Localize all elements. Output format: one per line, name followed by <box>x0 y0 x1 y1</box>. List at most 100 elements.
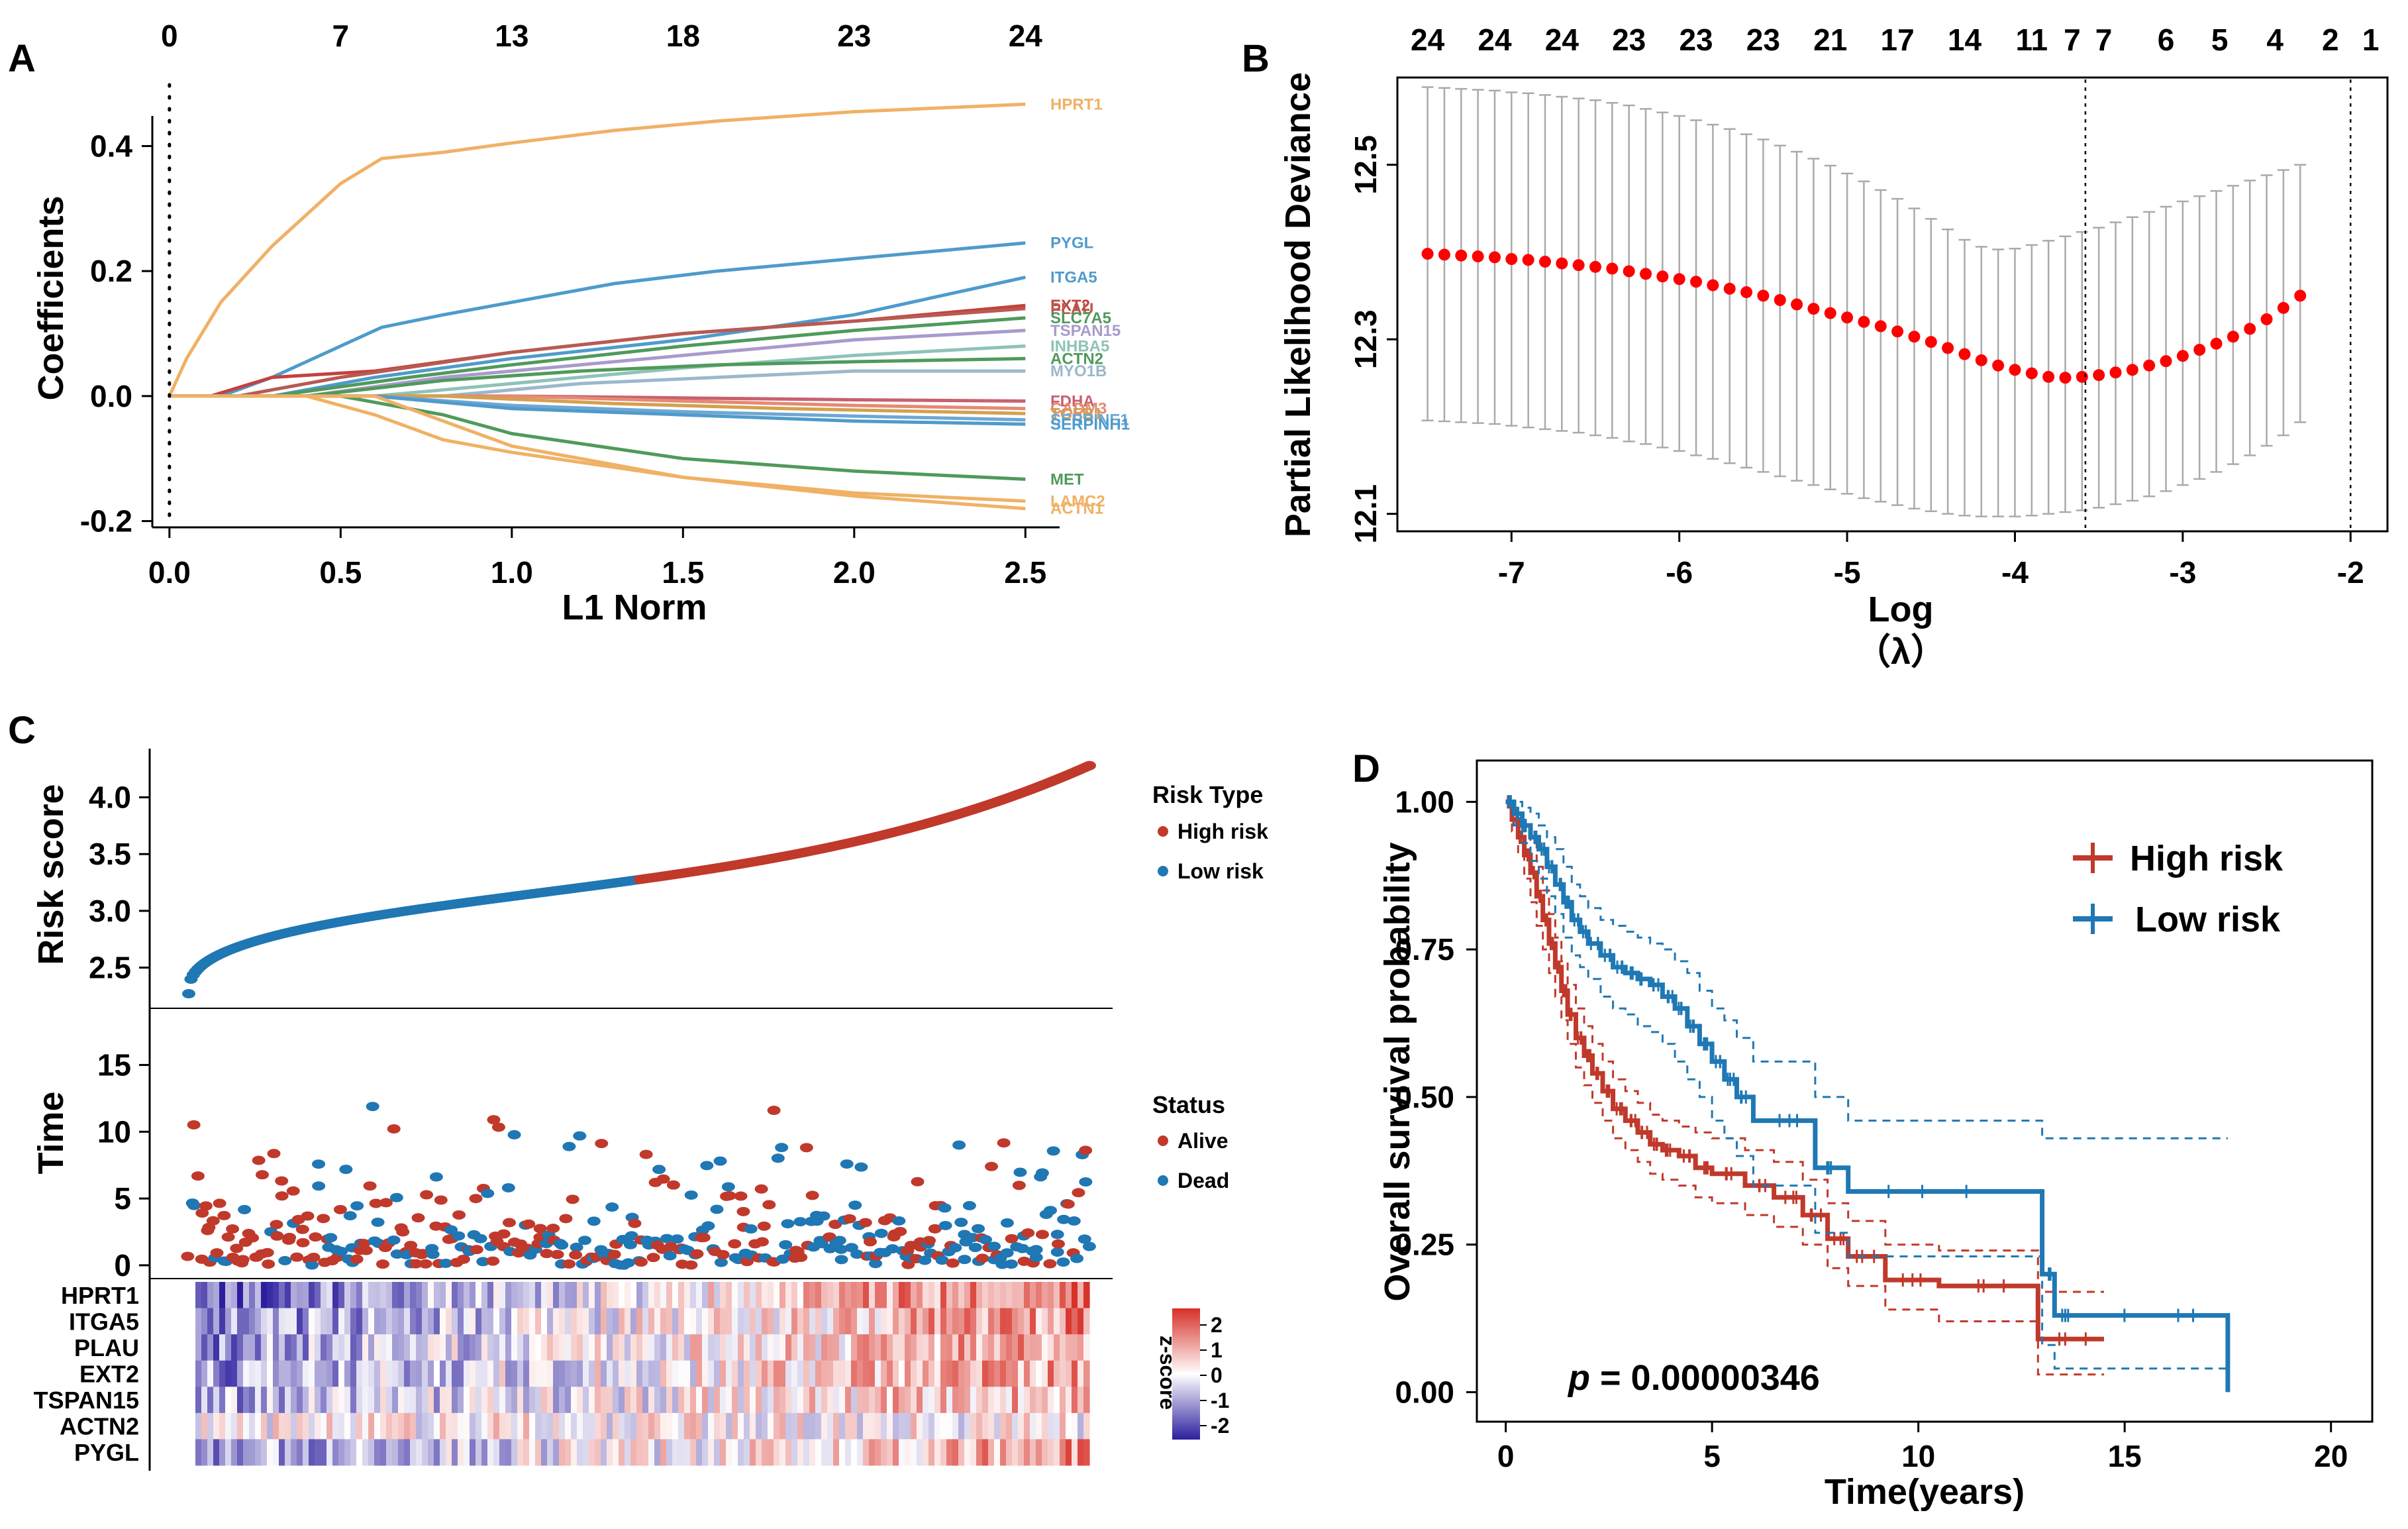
heatmap-cell <box>952 1334 959 1361</box>
heatmap-cell <box>458 1387 464 1414</box>
survival-time-point <box>387 1124 401 1134</box>
heatmap-cell <box>684 1439 691 1466</box>
heatmap-cell <box>422 1439 428 1466</box>
heatmap-cell <box>207 1282 214 1308</box>
heatmap-cell <box>738 1439 744 1466</box>
heatmap-cell <box>350 1360 357 1387</box>
heatmap-cell <box>601 1334 607 1361</box>
survival-time-point <box>1013 1167 1027 1177</box>
survival-time-point <box>411 1213 425 1223</box>
heatmap-cell <box>1072 1282 1078 1308</box>
heatmap-cell <box>249 1334 256 1361</box>
heatmap-cell <box>899 1308 905 1335</box>
heatmap-cell <box>1083 1334 1090 1361</box>
heatmap-cell <box>476 1308 482 1335</box>
heatmap-cell <box>267 1282 274 1308</box>
heatmap-cell <box>833 1360 840 1387</box>
heatmap-cell <box>672 1412 679 1440</box>
heatmap-cell <box>1060 1308 1066 1335</box>
heatmap-cell <box>946 1439 953 1466</box>
heatmap-cell <box>553 1387 560 1414</box>
heatmap-cell <box>267 1360 274 1387</box>
heatmap-cell <box>738 1334 744 1361</box>
heatmap-cell <box>625 1334 631 1361</box>
heatmap-cell <box>1018 1439 1025 1466</box>
heatmap-cell <box>428 1387 434 1414</box>
panel-a-top-tick-label: 0 <box>161 19 178 53</box>
heatmap-cell <box>243 1308 250 1335</box>
heatmap-cell <box>344 1308 351 1335</box>
heatmap-cell <box>630 1387 637 1414</box>
survival-time-point <box>781 1219 795 1229</box>
survival-time-point <box>366 1102 379 1112</box>
heatmap-cell <box>976 1439 983 1466</box>
heatmap-cell <box>982 1282 989 1308</box>
heatmap-cell <box>881 1360 887 1387</box>
heatmap-cell <box>684 1282 691 1308</box>
heatmap-gene-label-hprt1: HPRT1 <box>61 1282 139 1309</box>
survival-time-point <box>307 1253 321 1263</box>
survival-legend: High risk Low risk <box>2073 839 2283 939</box>
survival-time-point <box>363 1181 377 1191</box>
heatmap-cell <box>464 1412 470 1440</box>
heatmap-cell <box>791 1360 798 1387</box>
deviance-point <box>2210 337 2223 350</box>
survival-time-point <box>191 1171 205 1181</box>
heatmap-cell <box>321 1308 327 1335</box>
heatmap-cell <box>654 1387 661 1414</box>
survival-time-point <box>419 1259 432 1269</box>
heatmap-cell <box>797 1387 804 1414</box>
heatmap-cell <box>201 1412 208 1440</box>
deviance-point <box>1472 250 1484 263</box>
heatmap-cell <box>243 1360 250 1387</box>
risk-ytick-label: 4.0 <box>89 780 131 815</box>
heatmap-cell <box>714 1439 721 1466</box>
heatmap-cell <box>481 1334 488 1361</box>
survival-time-point <box>434 1195 448 1205</box>
status-legend-title: Status <box>1152 1091 1225 1118</box>
heatmap-cell <box>648 1282 655 1308</box>
heatmap-cell <box>839 1360 846 1387</box>
heatmap-cell <box>720 1334 727 1361</box>
panel-a-top-tick-label: 24 <box>1009 19 1043 53</box>
heatmap-cell <box>845 1308 852 1335</box>
heatmap-cell <box>511 1387 518 1414</box>
panel-b-xtick-label: -7 <box>1498 555 1525 590</box>
heatmap-cell <box>529 1308 536 1335</box>
survival-time-point <box>236 1255 250 1265</box>
heatmap-cell <box>315 1334 321 1361</box>
heatmap-cell <box>410 1387 417 1414</box>
survival-time-point <box>350 1201 364 1211</box>
heatmap-cell <box>940 1387 947 1414</box>
heatmap-cell <box>815 1360 822 1387</box>
heatmap-cell <box>732 1387 738 1414</box>
heatmap-cell <box>1024 1308 1030 1335</box>
panel-a-xtick-label: 1.5 <box>662 555 704 590</box>
deviance-point <box>1421 248 1434 260</box>
heatmap-cell <box>374 1308 381 1335</box>
survival-time-point <box>762 1200 776 1210</box>
heatmap-cell <box>547 1360 554 1387</box>
heatmap-cell <box>261 1387 268 1414</box>
heatmap-cell <box>845 1334 852 1361</box>
survival-time-point <box>938 1220 952 1230</box>
heatmap-cell <box>1030 1308 1036 1335</box>
heatmap-cell <box>803 1387 810 1414</box>
heatmap-cell <box>589 1412 595 1440</box>
heatmap-cell <box>875 1412 881 1440</box>
deviance-point <box>2294 290 2307 302</box>
heatmap-cell <box>201 1439 208 1466</box>
heatmap-cell <box>970 1360 977 1387</box>
heatmap-cell <box>458 1282 464 1308</box>
heatmap-cell <box>845 1439 852 1466</box>
heatmap-cell <box>434 1412 440 1440</box>
heatmap-cell <box>726 1360 732 1387</box>
heatmap-cell <box>1036 1334 1042 1361</box>
heatmap-cell <box>219 1308 226 1335</box>
heatmap-cell <box>476 1282 482 1308</box>
heatmap-cell <box>416 1412 423 1440</box>
heatmap-cell <box>338 1387 345 1414</box>
panel-a-letter: A <box>8 37 36 80</box>
survival-time-point <box>501 1183 515 1192</box>
heatmap-cell <box>976 1387 983 1414</box>
